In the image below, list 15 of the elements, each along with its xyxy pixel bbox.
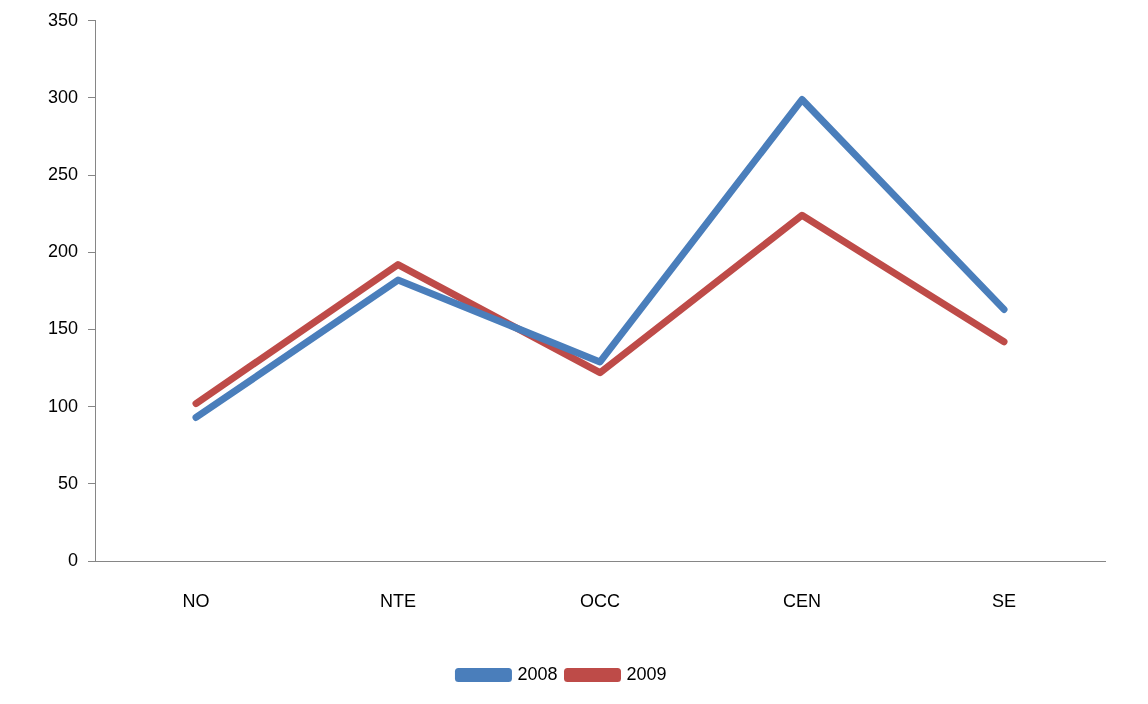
- y-tick-label: 250: [47, 164, 78, 185]
- y-tick-label: 0: [67, 549, 78, 570]
- legend-label: 2009: [626, 663, 667, 684]
- legend-label: 2008: [517, 663, 558, 684]
- x-tick-label: SE: [991, 590, 1017, 611]
- y-tick-label: 100: [47, 395, 78, 416]
- y-tick-label: 150: [47, 318, 78, 339]
- y-tick-label: 300: [47, 86, 78, 107]
- y-tick-label: 200: [47, 241, 78, 262]
- x-tick-label: NO: [182, 590, 210, 611]
- x-tick-label: OCC: [580, 590, 620, 611]
- x-tick-label: NTE: [380, 590, 416, 611]
- x-tick-label: CEN: [782, 590, 822, 611]
- y-tick-label: 350: [47, 9, 78, 30]
- y-tick-label: 50: [57, 472, 78, 493]
